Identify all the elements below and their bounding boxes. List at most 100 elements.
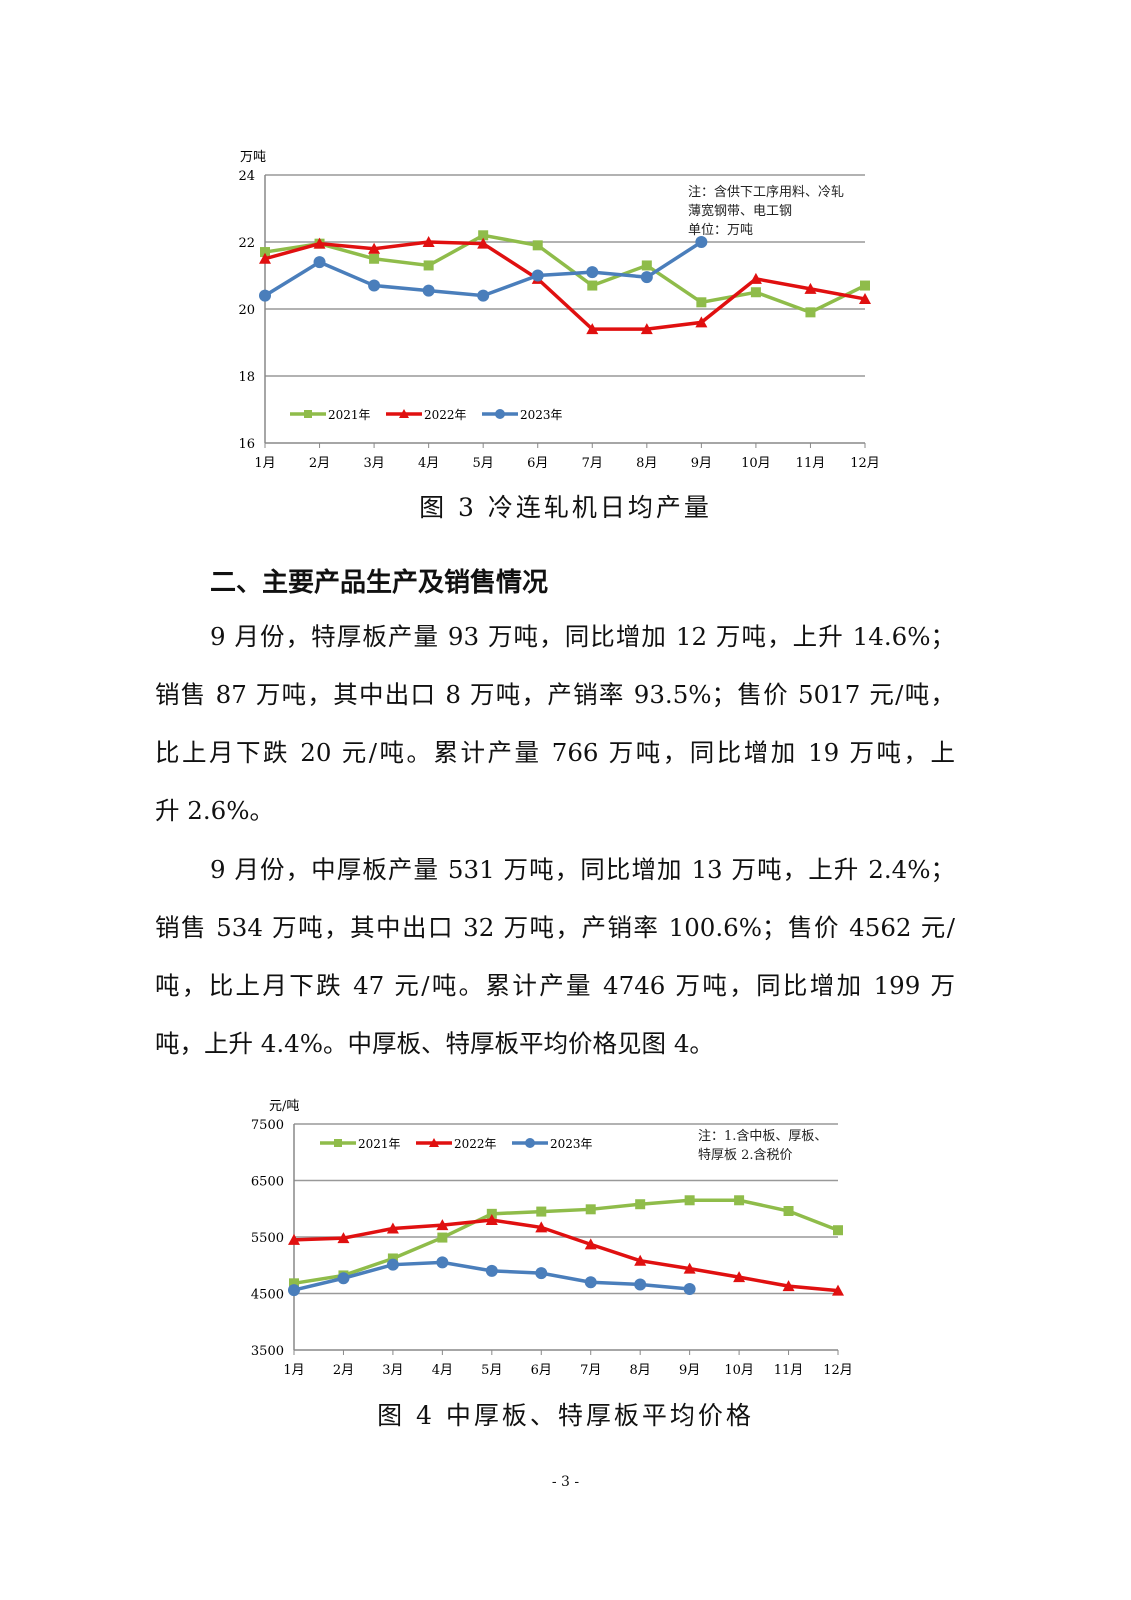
data-point-2022年: [259, 252, 271, 264]
chart-note: 单位：万吨: [688, 223, 753, 238]
chart-cold-mill-daily-output: 16 18 20 22 24 万吨 1月 2月 3月 4月 5月 6月 7月 8月 9月 10月 11月 12月 2…: [238, 150, 879, 471]
data-point-2021年: [536, 1206, 547, 1217]
y-axis-unit: 万吨: [240, 150, 266, 165]
data-point-2023年: [368, 279, 381, 292]
data-point-2023年: [531, 269, 544, 282]
data-point-2022年: [859, 292, 871, 304]
x-tick-label: 1月: [283, 1363, 304, 1378]
x-tick-label: 9月: [679, 1363, 700, 1378]
x-tick-label: 10月: [724, 1363, 754, 1378]
data-point-2023年: [586, 266, 599, 279]
x-tick-label: 11月: [774, 1363, 804, 1378]
x-tick-label: 9月: [691, 456, 712, 471]
y-tick-label: 6500: [251, 1175, 284, 1190]
data-point-2021年: [437, 1232, 448, 1243]
data-point-2023年: [313, 256, 326, 269]
x-tick-label: 3月: [382, 1363, 403, 1378]
x-tick-label: 5月: [473, 456, 494, 471]
data-point-2023年: [584, 1276, 597, 1289]
data-point-2021年: [783, 1206, 794, 1217]
data-point-2023年: [485, 1264, 498, 1277]
data-point-2023年: [695, 236, 708, 248]
y-tick-label: 4500: [251, 1288, 284, 1303]
legend-label: 2023年: [550, 1137, 593, 1151]
paragraph-line: 9 月份，中厚板产量 531 万吨，同比增加 13 万吨，上升 2.4%；: [210, 855, 955, 884]
data-point-2022年: [782, 1280, 795, 1292]
data-point-2023年: [288, 1284, 300, 1297]
legend-marker: [399, 409, 409, 418]
x-tick-label: 4月: [418, 456, 439, 471]
data-point-2023年: [634, 1278, 647, 1291]
data-point-2022年: [584, 1238, 597, 1250]
legend-label: 2022年: [454, 1137, 497, 1151]
legend-marker: [304, 410, 312, 418]
data-point-2023年: [422, 284, 435, 297]
legend-label: 2021年: [328, 408, 371, 422]
y-axis-unit: 元/吨: [269, 1099, 299, 1114]
data-point-2021年: [478, 230, 489, 241]
paragraph-line: 升 2.6%。: [155, 796, 275, 825]
data-point-2021年: [585, 1204, 596, 1215]
x-tick-label: 4月: [432, 1363, 453, 1378]
x-tick-label: 10月: [741, 456, 771, 471]
data-point-2022年: [733, 1271, 746, 1283]
data-point-2022年: [485, 1214, 498, 1226]
paragraph-1: 9 月份，特厚板产量 93 万吨，同比增加 12 万吨，上升 14.6%； 销售…: [155, 617, 955, 849]
x-tick-label: 1月: [254, 456, 275, 471]
data-point-2022年: [337, 1232, 350, 1244]
y-tick-label: 18: [238, 370, 255, 385]
data-point-2022年: [804, 282, 817, 294]
data-point-2021年: [696, 297, 707, 308]
data-point-2023年: [535, 1267, 548, 1280]
data-point-2022年: [695, 316, 708, 328]
y-tick-label: 5500: [251, 1231, 284, 1246]
paragraph-line: 比上月下跌 20 元/吨。累计产量 766 万吨，同比增加 19 万吨，上: [155, 738, 955, 767]
data-point-2022年: [477, 237, 490, 249]
figure4-caption: 图 4 中厚板、特厚板平均价格: [377, 1401, 754, 1430]
data-point-2022年: [436, 1219, 449, 1231]
legend-label: 2021年: [358, 1137, 401, 1151]
data-point-2021年: [532, 240, 543, 251]
x-tick-label: 7月: [580, 1363, 601, 1378]
y-tick-label: 7500: [251, 1118, 284, 1133]
data-point-2021年: [289, 1278, 299, 1289]
chart-plate-average-price: 3500 4500 5500 6500 7500 元/吨 1月 2月 3月 4月 5月 6月 7月 8月 9…: [251, 1099, 853, 1378]
series-line-2022年: [264, 240, 866, 331]
figure3-caption: 图 3 冷连轧机日均产量: [419, 493, 712, 522]
data-point-2023年: [386, 1258, 399, 1271]
series-line-2022年: [293, 1218, 839, 1293]
x-tick-label: 2月: [333, 1363, 354, 1378]
chart-note: 薄宽钢带、电工钢: [688, 203, 792, 219]
page-number: - 3 -: [551, 1474, 580, 1490]
paragraph-line: 销售 87 万吨，其中出口 8 万吨，产销率 93.5%；售价 5017 元/吨…: [155, 680, 955, 709]
data-point-2022年: [313, 237, 326, 249]
data-point-2022年: [288, 1233, 300, 1245]
legend-marker: [429, 1138, 439, 1147]
data-point-2021年: [641, 260, 652, 271]
data-point-2023年: [436, 1256, 449, 1269]
legend-marker: [525, 1138, 535, 1148]
x-tick-label: 8月: [630, 1363, 651, 1378]
data-point-2023年: [259, 289, 271, 302]
chart-note: 注：含供下工序用料、冷轧: [688, 184, 844, 200]
y-tick-label: 24: [238, 169, 255, 184]
x-tick-label: 12月: [823, 1363, 853, 1378]
data-point-2022年: [634, 1254, 647, 1266]
data-point-2021年: [734, 1195, 745, 1206]
x-tick-label: 11月: [796, 456, 826, 471]
legend-label: 2022年: [424, 408, 467, 422]
data-point-2021年: [369, 253, 380, 264]
y-tick-label: 3500: [251, 1344, 284, 1359]
x-tick-label: 2月: [309, 456, 330, 471]
x-tick-label: 6月: [527, 456, 548, 471]
data-point-2021年: [423, 260, 434, 271]
paragraph-line: 销售 534 万吨，其中出口 32 万吨，产销率 100.6%；售价 4562 …: [155, 913, 955, 942]
data-point-2022年: [832, 1284, 844, 1296]
y-tick-label: 22: [238, 236, 255, 251]
data-point-2021年: [805, 307, 816, 318]
data-point-2022年: [386, 1222, 399, 1234]
x-tick-label: 5月: [481, 1363, 502, 1378]
data-point-2021年: [833, 1225, 843, 1236]
data-point-2021年: [684, 1195, 695, 1206]
paragraph-line: 吨，比上月下跌 47 元/吨。累计产量 4746 万吨，同比增加 199 万: [155, 971, 955, 1000]
